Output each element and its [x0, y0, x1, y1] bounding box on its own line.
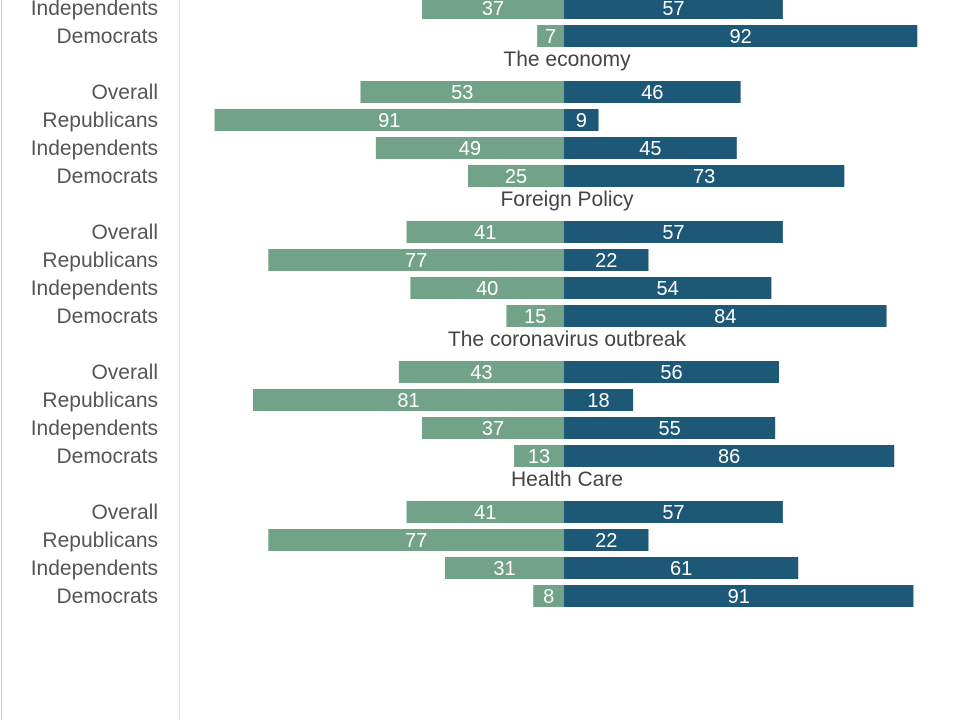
row-label: Independents: [31, 277, 158, 300]
bar-left: [268, 249, 564, 271]
bar-right: [564, 0, 783, 19]
value-label-left: 40: [476, 278, 498, 300]
bar-right: [564, 389, 634, 411]
value-label-left: 25: [505, 166, 527, 188]
row-label: Overall: [91, 501, 158, 524]
value-label-left: 43: [470, 362, 492, 384]
bar-right: [564, 305, 887, 327]
bar-left: [506, 305, 564, 327]
row-label: Democrats: [56, 445, 158, 468]
bar-right: [564, 529, 649, 551]
value-label-left: 81: [397, 390, 419, 412]
bar-left: [375, 137, 564, 159]
bar-right: [564, 249, 649, 271]
value-label-right: 84: [714, 306, 736, 328]
value-label-left: 13: [528, 446, 550, 468]
value-label-right: 45: [639, 138, 661, 160]
row-label: Republicans: [42, 529, 158, 552]
bar-left: [252, 389, 564, 411]
value-label-right: 18: [587, 390, 609, 412]
value-label-right: 86: [718, 446, 740, 468]
bar-right: [564, 165, 845, 187]
bar-left: [410, 277, 564, 299]
row-label: Overall: [91, 81, 158, 104]
value-label-left: 37: [482, 418, 504, 440]
bar-right: [564, 25, 918, 47]
value-label-left: 7: [545, 26, 556, 48]
bar-right: [564, 277, 772, 299]
value-label-right: 9: [576, 110, 587, 132]
value-label-right: 56: [660, 362, 682, 384]
value-label-left: 77: [405, 530, 427, 552]
bar-right: [564, 221, 783, 243]
row-label: Overall: [91, 221, 158, 244]
bar-left: [533, 585, 564, 607]
bar-left: [214, 109, 564, 131]
section-title: Health Care: [511, 468, 623, 491]
row-label: Democrats: [56, 25, 158, 48]
row-label: Democrats: [56, 585, 158, 608]
bar-left: [421, 0, 564, 19]
bar-right: [564, 501, 783, 523]
row-label: Independents: [31, 137, 158, 160]
value-label-right: 55: [658, 418, 680, 440]
bar-right: [564, 557, 799, 579]
row-label: Democrats: [56, 165, 158, 188]
row-label: Independents: [31, 0, 158, 20]
bar-left: [468, 165, 564, 187]
value-label-left: 37: [482, 0, 504, 20]
bar-left: [360, 81, 564, 103]
value-label-right: 46: [641, 82, 663, 104]
value-label-right: 91: [728, 586, 750, 608]
bar-left: [398, 361, 564, 383]
value-label-right: 73: [693, 166, 715, 188]
bar-right: [564, 137, 737, 159]
value-label-right: 22: [595, 250, 617, 272]
bar-right: [564, 585, 914, 607]
bar-right: [564, 361, 780, 383]
value-label-left: 53: [451, 82, 473, 104]
value-label-left: 41: [474, 222, 496, 244]
bar-left: [406, 221, 564, 243]
bar-left: [421, 417, 564, 439]
row-label: Independents: [31, 417, 158, 440]
value-label-left: 77: [405, 250, 427, 272]
bar-right: [564, 417, 776, 439]
value-label-right: 61: [670, 558, 692, 580]
bar-left: [406, 501, 564, 523]
value-label-left: 15: [524, 306, 546, 328]
value-label-right: 22: [595, 530, 617, 552]
value-label-right: 57: [662, 222, 684, 244]
value-label-left: 31: [493, 558, 515, 580]
bar-left: [537, 25, 564, 47]
bar-right: [564, 445, 895, 467]
section-title: The coronavirus outbreak: [448, 328, 687, 351]
row-label: Republicans: [42, 109, 158, 132]
value-label-left: 49: [459, 138, 481, 160]
value-label-left: 41: [474, 502, 496, 524]
section-title: Foreign Policy: [500, 188, 634, 211]
row-label: Republicans: [42, 249, 158, 272]
value-label-left: 8: [543, 586, 554, 608]
value-label-right: 57: [662, 502, 684, 524]
row-label: Republicans: [42, 389, 158, 412]
row-label: Overall: [91, 361, 158, 384]
row-label: Independents: [31, 557, 158, 580]
bar-left: [444, 557, 564, 579]
bar-left: [268, 529, 564, 551]
value-label-right: 92: [730, 26, 752, 48]
value-label-left: 91: [378, 110, 400, 132]
bar-left: [514, 445, 564, 467]
row-label: Democrats: [56, 305, 158, 328]
section-title: The economy: [503, 48, 631, 71]
bar-right: [564, 109, 599, 131]
value-label-right: 57: [662, 0, 684, 20]
bar-right: [564, 81, 741, 103]
value-label-right: 54: [657, 278, 679, 300]
